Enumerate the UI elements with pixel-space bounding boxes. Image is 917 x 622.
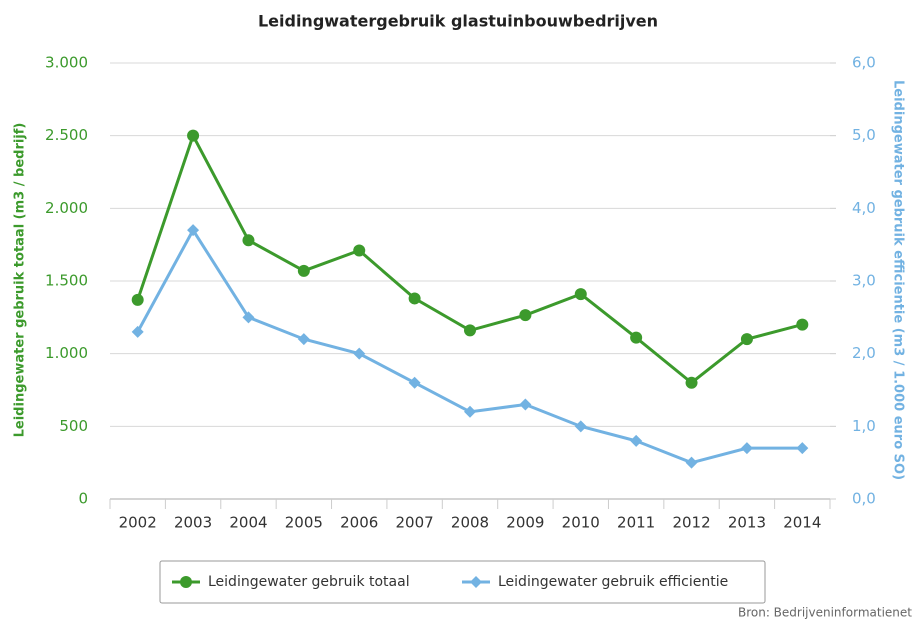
x-tick-label: 2004 [229,514,267,532]
source: Bron: Bedrijveninformatienet [738,606,912,620]
legend-label: Leidingewater gebruik efficientie [498,574,728,590]
point [187,129,200,142]
point [131,325,144,338]
y2-tick-label: 6,0 [852,54,876,72]
point [796,318,809,331]
point [187,224,200,237]
point [180,576,192,588]
point [630,434,643,447]
y-tick-label: 3.000 [45,54,88,72]
x-tick-label: 2008 [451,514,489,532]
x-tick-label: 2013 [728,514,766,532]
point [297,333,310,346]
point [574,420,587,433]
point [242,311,255,324]
point [131,293,144,306]
point [353,347,366,360]
y-tick-label: 500 [59,417,88,435]
point [408,376,421,389]
line [136,131,803,385]
x-tick-label: 2012 [672,514,710,532]
point [740,333,753,346]
y-tick-label: 0 [78,490,88,508]
point [740,442,753,455]
y-tick-label: 2.000 [45,199,88,217]
point [519,398,532,411]
y-tick-label: 2.500 [45,126,88,144]
y-tick-label: 1.000 [45,344,88,362]
x-tick-label: 2006 [340,514,378,532]
x-tick-label: 2005 [285,514,323,532]
y-tick-label: 1.500 [45,272,88,290]
point [796,442,809,455]
x-tick-label: 2003 [174,514,212,532]
chart-title: Leidingwatergebruik glastuinbouwbedrijve… [258,12,658,31]
x-tick-label: 2014 [783,514,821,532]
point [353,244,366,257]
y2-tick-label: 3,0 [852,272,876,290]
x-tick-label: 2002 [119,514,157,532]
point [242,234,255,247]
legend-label: Leidingewater gebruik totaal [208,574,410,590]
x-tick-label: 2011 [617,514,655,532]
point [685,376,698,389]
point [470,576,482,588]
x-tick-label: 2009 [506,514,544,532]
x-tick-label: 2010 [562,514,600,532]
y2-axis-title: Leidingewater gebruik efficientie (m3 / … [891,80,906,480]
y2-tick-label: 0,0 [852,490,876,508]
point [408,292,421,305]
y-axis-title: Leidingewater gebruik totaal (m3 / bedri… [13,123,28,438]
point [630,331,643,344]
x-tick-label: 2007 [396,514,434,532]
point [574,288,587,301]
point [297,264,310,277]
point [519,309,532,322]
point [685,456,698,469]
y2-tick-label: 4,0 [852,199,876,217]
y2-tick-label: 2,0 [852,344,876,362]
point [464,405,476,418]
point [464,324,476,337]
y2-tick-label: 1,0 [852,417,876,435]
y2-tick-label: 5,0 [852,126,876,144]
line [136,227,803,465]
